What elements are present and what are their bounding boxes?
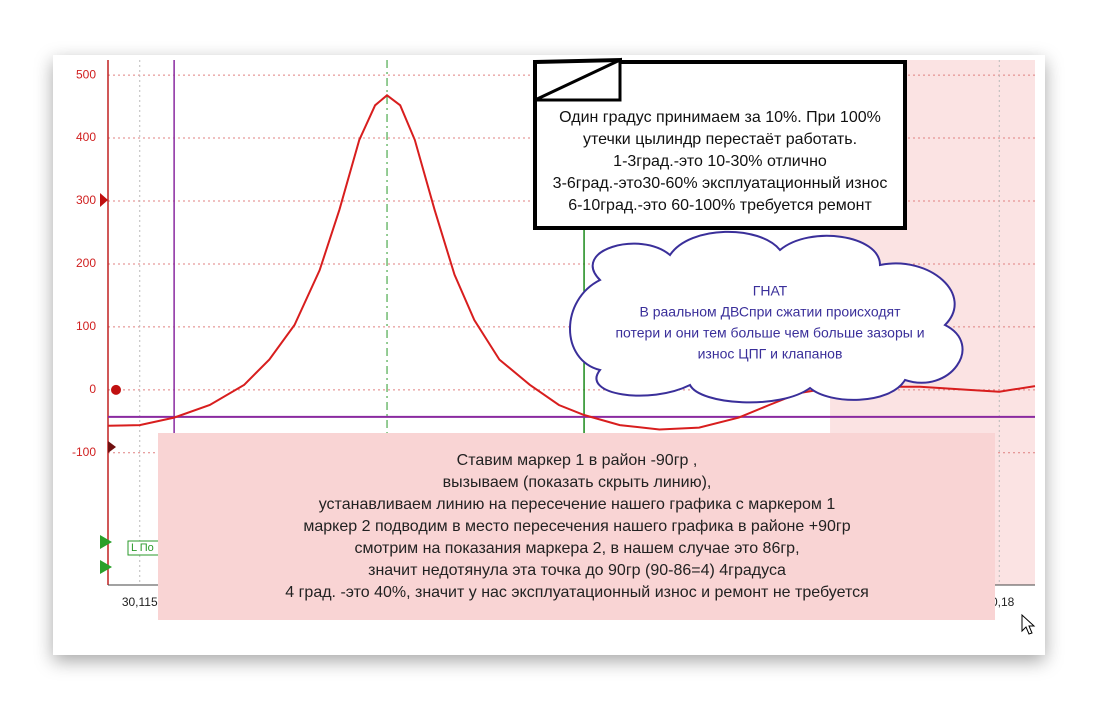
- y-tick-label: 300: [76, 193, 96, 207]
- note-text: устанавливаем линию на пересечение нашег…: [319, 496, 836, 513]
- y-tick-label: -100: [72, 445, 96, 459]
- callout-text: 6-10град.-это 60-100% требуется ремонт: [568, 197, 872, 214]
- note-box: [158, 433, 995, 620]
- callout-text: 3-6град.-это30-60% эксплуатационный изно…: [553, 175, 888, 192]
- y-tick-label: 500: [76, 67, 96, 81]
- callout-text: утечки цылиндр перестаёт работать.: [583, 131, 857, 148]
- y-tick-label: 0: [89, 382, 96, 396]
- callout-text: 1-3град.-это 10-30% отлично: [613, 153, 827, 170]
- cloud-text: ГНАТ: [753, 283, 788, 299]
- cloud-text: В раальном ДВСпри сжатии происходят: [639, 304, 901, 320]
- y-tick-label: 100: [76, 319, 96, 333]
- trigger-marker: [108, 441, 116, 453]
- x-tick-label: 30,115: [122, 595, 158, 609]
- note-text: Ставим маркер 1 в район -90гр ,: [457, 452, 698, 469]
- cloud-text: потери и они тем больше чем больше зазор…: [615, 325, 924, 341]
- note-text: 4 град. -это 40%, значит у нас эксплуата…: [285, 584, 869, 601]
- note-text: вызываем (показать скрыть линию),: [443, 474, 712, 491]
- mouse-cursor: [1021, 613, 1036, 635]
- legend-stub: L По: [131, 542, 154, 554]
- y-tick-label: 400: [76, 130, 96, 144]
- zero-marker: [111, 384, 121, 395]
- note-text: смотрим на показания маркера 2, в нашем …: [354, 540, 799, 557]
- note-text: маркер 2 подводим в место пересечения на…: [303, 518, 850, 535]
- green-handles: [100, 535, 112, 574]
- channel-marker: [100, 193, 108, 207]
- callout-text: Один градус принимаем за 10%. При 100%: [559, 109, 881, 126]
- y-tick-label: 200: [76, 256, 96, 270]
- cloud-shape: [569, 230, 964, 404]
- note-text: значит недотянула эта точка до 90гр (90-…: [368, 562, 786, 579]
- cloud-text: износ ЦПГ и клапанов: [698, 346, 843, 362]
- overlay: Один градус принимаем за 10%. При 100% ут…: [158, 57, 995, 620]
- callout-fold: [534, 57, 622, 102]
